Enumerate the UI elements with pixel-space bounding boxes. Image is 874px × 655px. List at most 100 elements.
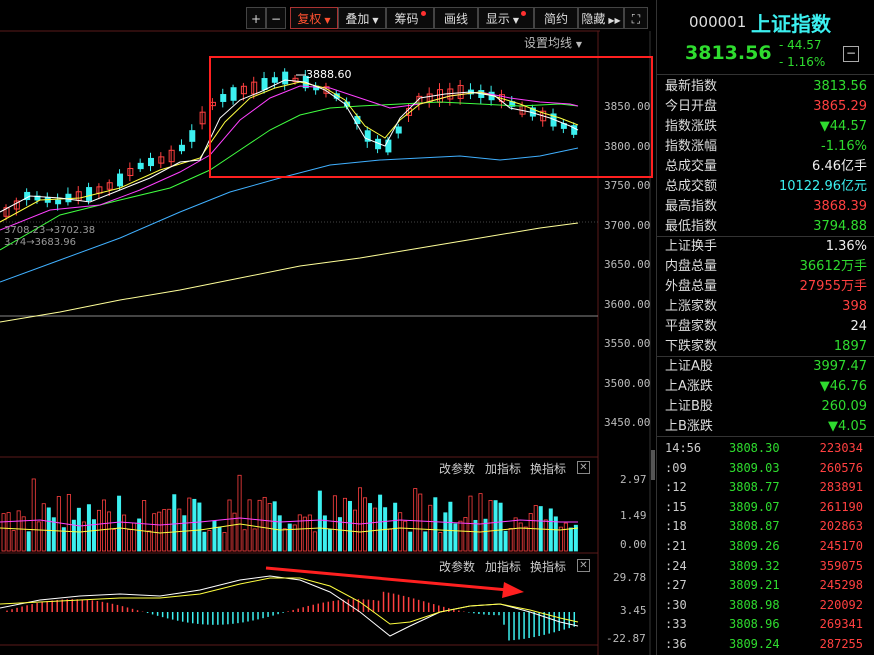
volume-bar (262, 496, 267, 552)
candle-body (540, 110, 547, 122)
draw-line-button[interactable]: 画线 (434, 7, 478, 29)
tick-volume: 261190 (819, 499, 863, 514)
candle-body (292, 77, 299, 83)
quote-row-value: 260.09 (821, 399, 868, 414)
volume-bar (217, 526, 222, 552)
tick-time: :09 (665, 460, 687, 475)
quote-row-label: 今日开盘 (665, 99, 718, 114)
macd-switch-indicator-button[interactable]: 换指标 (530, 560, 567, 574)
volume-bar (523, 526, 528, 552)
vol-add-indicator-button[interactable]: 加指标 (485, 462, 522, 476)
candle-body (220, 94, 227, 102)
tick-time: :24 (665, 558, 687, 573)
highlight-box (209, 56, 653, 178)
price-chart[interactable] (0, 0, 656, 655)
vol-change-params-button[interactable]: 改参数 (439, 462, 476, 476)
zoom-in-button[interactable]: + (246, 7, 266, 29)
double-arrow-icon: ▶▶ (608, 16, 621, 25)
collapse-icon[interactable]: − (843, 46, 859, 62)
tick-row: 14:56 3808.30 223034 (657, 438, 874, 458)
overlay-button[interactable]: 叠加 ▼ (338, 7, 386, 29)
volume-bar (172, 494, 177, 552)
volume-bar (46, 507, 51, 552)
volume-bar (267, 503, 272, 552)
volume-bar (207, 530, 212, 552)
volume-bar (493, 500, 498, 552)
volume-bar (292, 524, 297, 552)
volume-bar (16, 510, 21, 552)
candle-body (426, 93, 433, 103)
ma-value-label-1: 3708.23→3702.38 (4, 225, 96, 236)
tick-price: 3808.30 (729, 441, 780, 455)
quote-row-value: ▼44.57 (819, 119, 867, 134)
hide-button[interactable]: 隐藏 ▶▶ (578, 7, 624, 29)
y-tick: 3600.00 (604, 298, 651, 311)
caret-down-icon: ▼ (372, 16, 379, 25)
volume-bar (543, 519, 548, 552)
volume-bar (21, 516, 26, 552)
vol-y-tick: 1.49 (620, 509, 647, 522)
tick-row: :21 3809.26 245170 (657, 536, 874, 556)
caret-down-icon: ▼ (512, 16, 520, 25)
macd-close-icon[interactable]: ✕ (577, 559, 590, 572)
candle-body (282, 71, 289, 85)
chip-button[interactable]: 筹码 (386, 7, 434, 29)
settings-ma-button[interactable]: 设置均线 ▼ (524, 34, 582, 51)
volume-bar (558, 526, 563, 552)
quote-row: 指数涨跌 ▼44.57 (665, 117, 869, 137)
volume-bar (1, 513, 6, 552)
panel-splitter-handle[interactable] (651, 450, 655, 480)
quote-row-value: 10122.96亿元 (778, 179, 867, 194)
quote-row-label: 最低指数 (665, 219, 718, 234)
candle-body (178, 144, 185, 152)
candle-body (199, 111, 206, 125)
simple-button[interactable]: 简约 (534, 7, 578, 29)
quote-row: 最低指数 3794.88 (665, 217, 869, 237)
quote-row-value: 3997.47 (813, 359, 867, 374)
zoom-out-button[interactable]: − (266, 7, 286, 29)
tick-row: :15 3809.07 261190 (657, 497, 874, 517)
fullscreen-button[interactable]: ⛶ (624, 7, 648, 29)
volume-bar (453, 523, 458, 552)
volume-bar (358, 487, 363, 552)
display-button[interactable]: 显示 ▼ (478, 7, 534, 29)
change-value: - 44.57 (779, 38, 822, 52)
candle-body (86, 187, 93, 201)
quote-row: 外盘总量 27955万手 (665, 277, 869, 297)
candlestick-series (3, 68, 578, 221)
quote-row-label: 外盘总量 (665, 279, 718, 294)
candle-body (385, 139, 392, 153)
macd-dea-line (0, 577, 579, 625)
tick-price: 3809.07 (729, 499, 780, 514)
volume-bar (342, 497, 347, 552)
tick-time: :33 (665, 617, 687, 632)
y-tick: 3650.00 (604, 258, 651, 271)
tick-time: :30 (665, 597, 687, 612)
vol-switch-indicator-button[interactable]: 换指标 (530, 462, 567, 476)
candle-body (261, 78, 268, 90)
quote-row: 上证A股 3997.47 (665, 357, 869, 377)
quote-row: 最新指数 3813.56 (665, 77, 869, 97)
quote-row-label: 下跌家数 (665, 339, 718, 354)
y-tick: 3800.00 (604, 140, 651, 153)
quote-row: 今日开盘 3865.29 (665, 97, 869, 117)
quote-row: 总成交额 10122.96亿元 (665, 177, 869, 197)
volume-bar (86, 504, 91, 552)
volume-bar (423, 531, 428, 552)
volume-bar (277, 515, 282, 552)
volume-bar (368, 503, 373, 552)
quote-row: 上证换手 1.36% (665, 237, 869, 257)
vol-close-icon[interactable]: ✕ (577, 461, 590, 474)
quote-row-value: 27955万手 (799, 279, 867, 294)
quote-row-label: 最新指数 (665, 79, 718, 94)
volume-bar (508, 528, 513, 552)
vol-y-tick: 2.97 (620, 473, 647, 486)
volume-bar (518, 522, 523, 552)
fuquan-button[interactable]: 复权 ▼ (290, 7, 338, 29)
stock-name: 上证指数 (751, 12, 831, 36)
volume-bar (31, 478, 36, 552)
macd-add-indicator-button[interactable]: 加指标 (485, 560, 522, 574)
tick-time: :15 (665, 499, 687, 514)
macd-change-params-button[interactable]: 改参数 (439, 560, 476, 574)
volume-bar (222, 532, 227, 552)
